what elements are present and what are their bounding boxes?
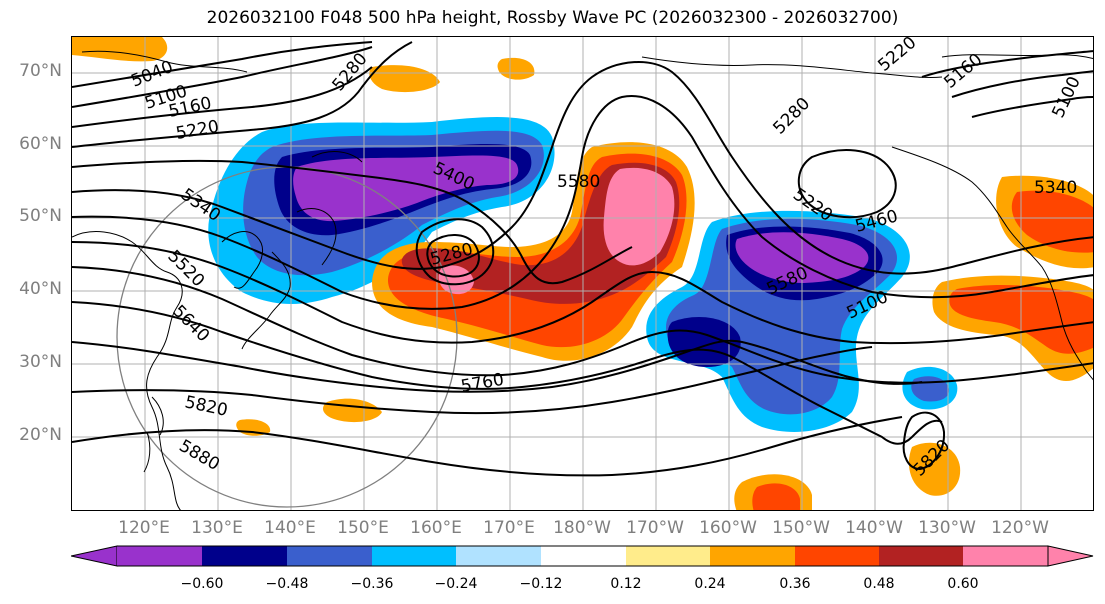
lat-label-20n: 20°N	[19, 425, 62, 445]
colorbar-cell	[879, 546, 963, 566]
colorbar-arrow-left	[71, 545, 118, 567]
contour-label: 5820	[183, 392, 229, 421]
colorbar-tick: 0.48	[863, 576, 895, 592]
contour-label: 5580	[557, 172, 600, 192]
lon-label-150e: 150°E	[337, 518, 389, 538]
shade-orange-subtropical	[908, 442, 961, 496]
colorbar-tick: 0.36	[779, 576, 811, 592]
contour-label: 5340	[1034, 178, 1077, 198]
colorbar-cell	[710, 546, 795, 566]
lon-label-160e: 160°E	[410, 518, 462, 538]
positive-anomaly-east	[72, 37, 1093, 510]
shade-orange-northwest	[72, 37, 168, 62]
map-canvas: 5040 5100 5160 5220 5280 5340 5400 5460 …	[72, 37, 1093, 510]
colorbar-cell	[456, 546, 541, 566]
colorbar-cell	[963, 546, 1048, 566]
lon-label-170e: 170°E	[483, 518, 535, 538]
colorbar-cell	[795, 546, 879, 566]
colorbar-outline	[117, 545, 1048, 567]
lon-label-120e: 120°E	[118, 518, 170, 538]
shade-pink-central	[603, 167, 675, 266]
contour-label: 5880	[176, 436, 223, 475]
lon-label-180w: 180°W	[553, 518, 611, 538]
lon-label-130e: 130°E	[191, 518, 243, 538]
lat-label-30n: 30°N	[19, 352, 62, 372]
shade-purple-west	[293, 155, 519, 222]
colorbar-cell	[117, 546, 202, 566]
shade-orange-north2	[497, 57, 535, 80]
colorbar-cell	[202, 546, 287, 566]
contour-label: 5520	[163, 246, 208, 291]
colorbar-tick: 0.60	[947, 576, 979, 592]
contour-label: 5280	[769, 94, 814, 139]
lon-label-160w: 160°W	[699, 518, 757, 538]
map-title: 2026032100 F048 500 hPa height, Rossby W…	[206, 8, 899, 28]
lon-label-140w: 140°W	[845, 518, 903, 538]
lat-label-40n: 40°N	[19, 279, 62, 299]
map-panel[interactable]: 5040 5100 5160 5220 5280 5340 5400 5460 …	[71, 36, 1094, 511]
colorbar-cell	[287, 546, 372, 566]
colorbar-tick: −0.36	[350, 576, 394, 592]
lat-label-50n: 50°N	[19, 206, 62, 226]
lon-label-150w: 150°W	[772, 518, 830, 538]
lon-label-130w: 130°W	[918, 518, 976, 538]
lat-label-60n: 60°N	[19, 134, 62, 154]
shade-orange-small1	[322, 398, 382, 423]
shade-red-northeast	[1011, 190, 1093, 253]
colorbar	[71, 545, 1094, 567]
height-contours	[72, 41, 1093, 477]
colorbar-cell	[626, 546, 710, 566]
colorbar-tick: −0.60	[180, 576, 224, 592]
colorbar-tick: 0.12	[610, 576, 642, 592]
lon-label-120w: 120°W	[991, 518, 1049, 538]
lat-label-70n: 70°N	[19, 61, 62, 81]
negative-anomaly-west	[208, 117, 555, 304]
colorbar-arrow-right	[1047, 545, 1094, 567]
shade-navy-east-small	[667, 317, 741, 367]
shade-pink-small	[438, 265, 474, 295]
colorbar-tick: −0.12	[519, 576, 563, 592]
lon-label-140e: 140°E	[264, 518, 316, 538]
contour-label: 5640	[168, 301, 213, 346]
contour-label: 5220	[874, 37, 920, 76]
graticule	[72, 37, 1093, 510]
colorbar-cell	[541, 546, 626, 566]
shade-orange-north1	[369, 65, 440, 93]
colorbar-cell	[372, 546, 456, 566]
colorbar-tick: −0.48	[265, 576, 309, 592]
lon-label-170w: 170°W	[626, 518, 684, 538]
colorbar-tick: 0.24	[694, 576, 726, 592]
shade-red-south	[752, 483, 800, 510]
contour-label: 5220	[174, 117, 220, 144]
positive-anomaly-central	[372, 142, 695, 361]
colorbar-tick: −0.24	[434, 576, 478, 592]
